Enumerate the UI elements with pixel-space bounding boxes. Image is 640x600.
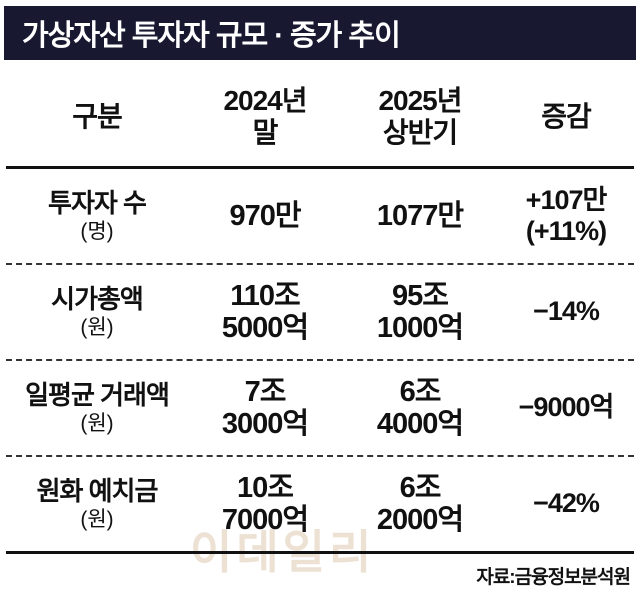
- value-change: −14%: [533, 296, 600, 327]
- column-header-category: 구분: [72, 100, 123, 132]
- row-label-cell: 원화 예치금 (원): [36, 476, 159, 531]
- value-2025: 6조 2000억: [376, 471, 464, 536]
- value-2024: 110조 5000억: [221, 279, 309, 344]
- table-row: 시가총액 (원) 110조 5000억 95조 1000억 −14%: [6, 263, 634, 359]
- row-label-cell: 시가총액 (원): [51, 284, 144, 339]
- value-change: +107만 (+11%): [525, 184, 608, 246]
- table-row: 일평균 거래액 (원) 7조 3000억 6조 4000억 −9000억: [6, 359, 634, 455]
- table-row: 원화 예치금 (원) 10조 7000억 6조 2000억 −42%: [6, 455, 634, 551]
- column-header-2025: 2025년 상반기: [378, 84, 462, 148]
- table-header-row: 구분 2024년 말 2025년 상반기 증감: [6, 68, 634, 166]
- table-bottom-line: [6, 551, 634, 554]
- value-change: −9000억: [518, 392, 615, 423]
- row-label: 투자자 수: [48, 188, 147, 219]
- source-credit: 자료:금융정보분석원: [476, 567, 631, 588]
- table-row: 투자자 수 (명) 970만 1077만 +107만 (+11%): [6, 169, 634, 263]
- row-label: 시가총액: [51, 284, 144, 315]
- column-header-2024: 2024년 말: [223, 84, 307, 148]
- row-unit: (원): [80, 507, 114, 531]
- value-2025: 1077만: [376, 199, 464, 232]
- column-header-change: 증감: [541, 100, 592, 132]
- header-separator-line: [6, 166, 634, 169]
- row-label-cell: 일평균 거래액 (원): [25, 380, 170, 435]
- value-2025: 95조 1000억: [376, 279, 464, 344]
- value-2024: 7조 3000억: [221, 375, 309, 440]
- row-label-cell: 투자자 수 (명): [48, 188, 147, 243]
- row-label: 일평균 거래액: [25, 380, 170, 411]
- value-2024: 10조 7000억: [221, 471, 309, 536]
- value-change: −42%: [533, 488, 600, 519]
- row-unit: (원): [80, 411, 114, 435]
- row-unit: (원): [80, 315, 114, 339]
- value-2024: 970만: [229, 199, 301, 232]
- row-label: 원화 예치금: [36, 476, 159, 507]
- value-2025: 6조 4000억: [376, 375, 464, 440]
- data-table: 구분 2024년 말 2025년 상반기 증감 투자자 수 (명) 970만 1…: [6, 68, 634, 554]
- page-title: 가상자산 투자자 규모 · 증가 추이: [22, 20, 401, 52]
- row-unit: (명): [80, 219, 114, 243]
- title-bar: 가상자산 투자자 규모 · 증가 추이: [4, 6, 636, 60]
